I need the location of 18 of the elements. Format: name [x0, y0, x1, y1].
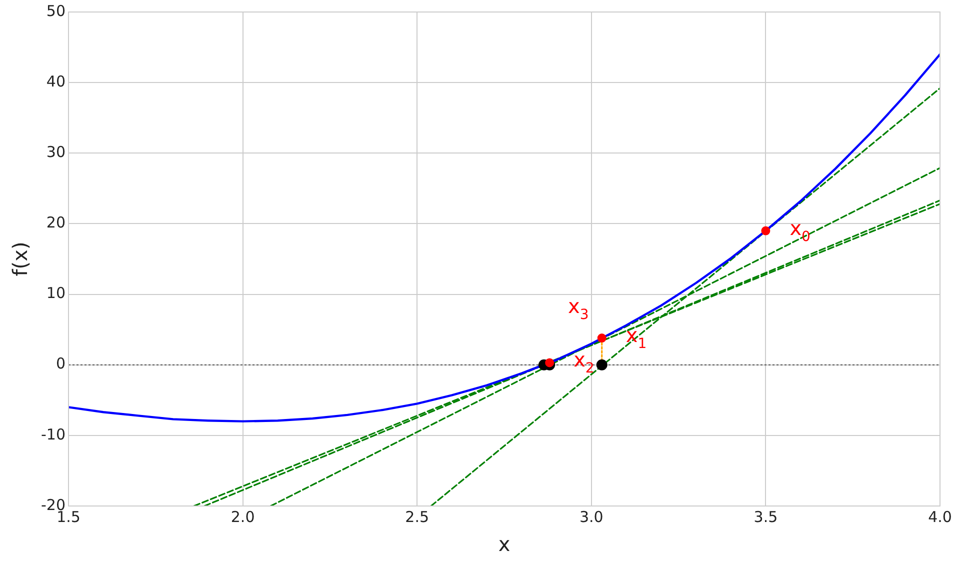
y-axis-title: f(x)	[8, 242, 32, 276]
x-axis-title: x	[498, 532, 510, 556]
x-tick-label: 3.0	[579, 508, 604, 526]
x-tick-label: 4.0	[928, 508, 952, 526]
y-tick-label: 20	[46, 214, 66, 232]
point	[597, 334, 606, 343]
x-tick-label: 3.5	[754, 508, 778, 526]
y-tick-label: -10	[41, 425, 66, 444]
point	[545, 358, 554, 368]
point	[596, 359, 608, 370]
point	[761, 226, 770, 236]
x-tick-label: 2.5	[405, 508, 430, 526]
y-tick-label: 10	[46, 284, 66, 302]
x-tick-label: 2.0	[230, 508, 255, 526]
y-tick-label: 40	[46, 72, 66, 90]
y-tick-label: 0	[56, 354, 66, 373]
y-tick-label: 30	[46, 143, 66, 162]
y-tick-label: 50	[46, 2, 66, 20]
